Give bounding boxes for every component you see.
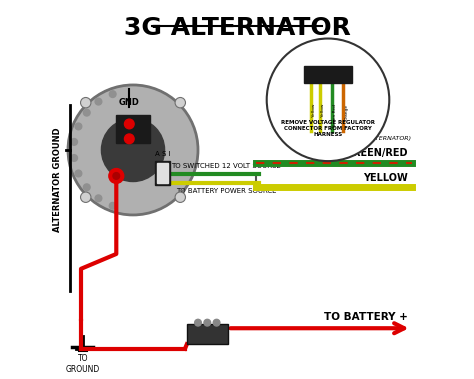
Bar (116, 115, 150, 143)
Bar (304, 66, 352, 83)
Text: Yellow: Yellow (312, 103, 316, 117)
Text: YELLOW: YELLOW (363, 173, 408, 183)
Text: GREEN/RED: GREEN/RED (346, 149, 408, 158)
Circle shape (101, 118, 164, 182)
Circle shape (175, 192, 185, 202)
Circle shape (95, 98, 102, 105)
Text: TO BATTERY +: TO BATTERY + (324, 312, 408, 322)
Circle shape (125, 119, 134, 129)
Circle shape (113, 172, 119, 179)
Circle shape (95, 195, 102, 202)
Circle shape (83, 184, 90, 191)
Circle shape (71, 155, 77, 161)
Circle shape (267, 39, 389, 161)
Text: 3G ALTERNATOR: 3G ALTERNATOR (124, 16, 350, 40)
Circle shape (83, 109, 90, 116)
Bar (155, 161, 170, 185)
Text: REMOVE VOLTAGE REGULATOR
CONNECTOR FROM FACTORY
HARNESS: REMOVE VOLTAGE REGULATOR CONNECTOR FROM … (281, 120, 375, 137)
Text: (NOT USED W/ 3G ALTERNATOR): (NOT USED W/ 3G ALTERNATOR) (310, 136, 411, 141)
Circle shape (109, 91, 116, 97)
Circle shape (68, 85, 198, 215)
Text: A S I: A S I (155, 151, 171, 157)
Circle shape (75, 123, 82, 130)
Circle shape (204, 319, 210, 326)
Circle shape (81, 192, 91, 202)
Text: GND: GND (119, 98, 140, 107)
Circle shape (213, 319, 220, 326)
Text: TO SWITCHED 12 VOLT SOURCE: TO SWITCHED 12 VOLT SOURCE (171, 163, 281, 169)
Text: Green Red: Green Red (333, 103, 337, 127)
Circle shape (81, 97, 91, 108)
Circle shape (125, 134, 134, 144)
Text: ALTERNATOR GROUND: ALTERNATOR GROUND (54, 127, 63, 232)
Bar (157, 163, 168, 183)
Circle shape (175, 97, 185, 108)
Text: TO BATTERY POWER SOURCE: TO BATTERY POWER SOURCE (175, 188, 276, 194)
Circle shape (109, 202, 116, 209)
Circle shape (109, 169, 124, 183)
Text: Orange: Orange (344, 103, 348, 120)
Circle shape (75, 170, 82, 177)
Text: Yellow: Yellow (321, 103, 325, 117)
Circle shape (195, 319, 201, 326)
Text: TO
GROUND: TO GROUND (66, 354, 100, 374)
Bar (187, 324, 228, 344)
Circle shape (71, 139, 77, 145)
